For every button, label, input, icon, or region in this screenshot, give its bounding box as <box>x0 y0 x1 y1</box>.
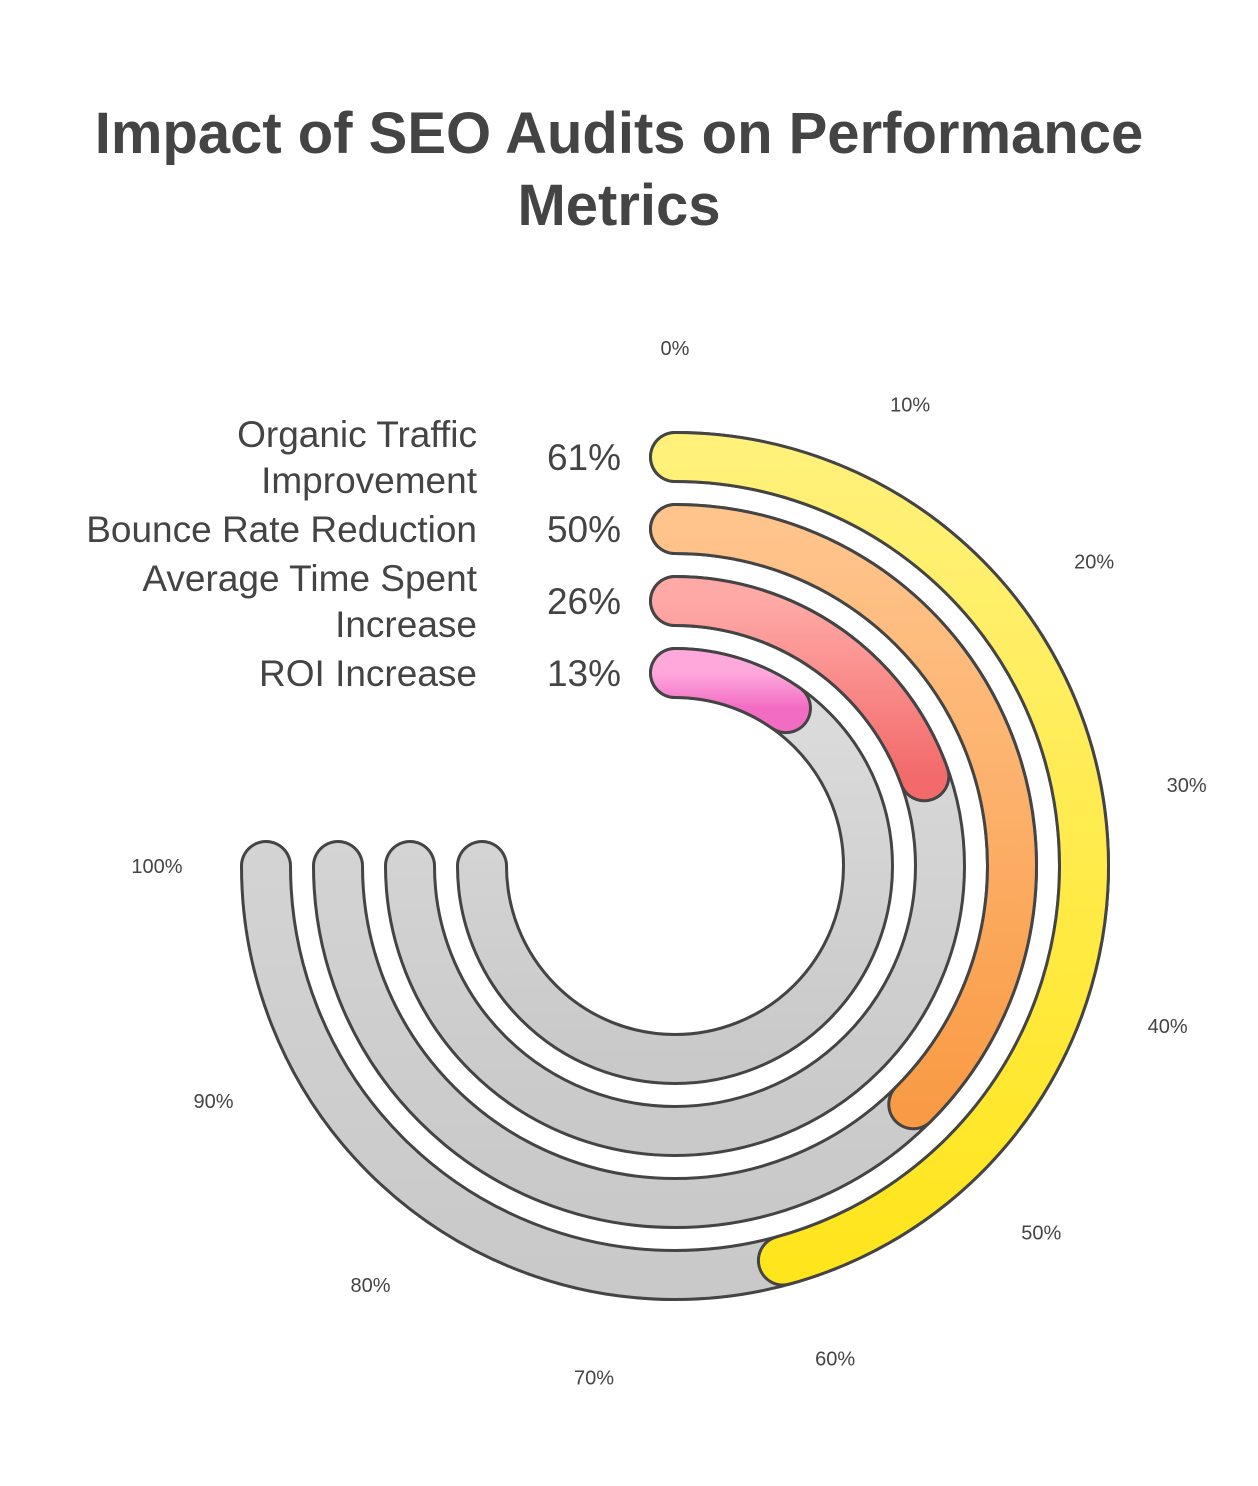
tick-label-40: 40% <box>1148 1016 1188 1038</box>
category-label-line: Bounce Rate Reduction <box>86 509 477 550</box>
tick-label-70: 70% <box>574 1368 614 1390</box>
category-label-average-time-spent-increase: Average Time Spent Increase <box>142 558 477 645</box>
category-label-line: Improvement <box>261 460 478 501</box>
tick-label-80: 80% <box>350 1275 390 1297</box>
category-label-bounce-rate-reduction: Bounce Rate Reduction <box>86 509 477 550</box>
value-label-organic-traffic-improvement: 61% <box>547 437 621 478</box>
bar-organic-traffic-improvement-fill <box>652 434 1107 1284</box>
track-roi-increase <box>456 647 894 1085</box>
bar-layer <box>649 431 1110 1287</box>
bar-average-time-spent-increase <box>649 575 951 803</box>
chart-title: Impact of SEO Audits on Performance Metri… <box>95 101 1143 238</box>
tick-label-20: 20% <box>1074 552 1114 574</box>
category-label-roi-increase: ROI Increase <box>259 653 477 694</box>
label-layer: Organic Traffic Improvement 61% Bounce Rate… <box>86 414 621 694</box>
chart-title-line: Impact of SEO Audits on Performance <box>95 101 1143 166</box>
bar-roi-increase-fill <box>652 650 809 732</box>
tick-label-100: 100% <box>131 856 182 878</box>
tick-layer: 0% 10% 20% 30% 40% 50% 60% 70% 80% 90% 100% <box>131 338 1206 1390</box>
category-label-line: Increase <box>335 604 477 645</box>
value-label-roi-increase: 13% <box>547 653 621 694</box>
tick-label-90: 90% <box>193 1091 233 1113</box>
category-label-line: ROI Increase <box>259 653 477 694</box>
bar-bounce-rate-reduction <box>649 503 1038 1131</box>
bar-roi-increase <box>649 647 812 735</box>
tick-label-60: 60% <box>815 1349 855 1371</box>
value-label-average-time-spent-increase: 26% <box>547 581 621 622</box>
tick-label-10: 10% <box>890 395 930 417</box>
value-label-bounce-rate-reduction: 50% <box>547 509 621 550</box>
tick-label-50: 50% <box>1021 1222 1061 1244</box>
category-label-line: Organic Traffic <box>237 414 477 455</box>
bar-organic-traffic-improvement <box>649 431 1110 1287</box>
track-roi-increase-fill <box>459 650 891 1082</box>
tick-label-30: 30% <box>1167 775 1207 797</box>
category-label-organic-traffic-improvement: Organic Traffic Improvement <box>237 414 478 501</box>
bar-average-time-spent-increase-fill <box>652 578 948 800</box>
tick-label-0: 0% <box>661 338 690 360</box>
chart-title-line: Metrics <box>517 173 720 238</box>
category-label-line: Average Time Spent <box>142 558 477 599</box>
bar-bounce-rate-reduction-fill <box>652 506 1035 1128</box>
